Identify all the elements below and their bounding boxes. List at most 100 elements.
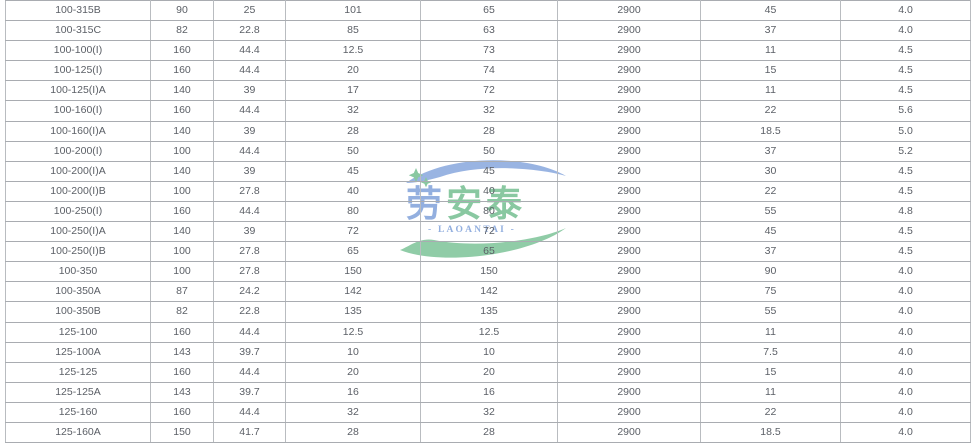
cell-impeller_diameter[interactable]: 160 [150,60,214,82]
cell-speed[interactable]: 2900 [557,301,701,323]
cell-head[interactable]: 101 [285,0,421,22]
cell-model[interactable]: 100-250(I)A [5,221,151,243]
table-row[interactable]: 100-315B 90 25 101 65 2900 45 4.0 [5,0,971,22]
cell-power[interactable]: 11 [700,382,841,403]
cell-impeller_diameter[interactable]: 100 [150,181,214,202]
table-row[interactable]: 125-100A 143 39.7 10 10 2900 7.5 4.0 [5,342,971,363]
cell-npsh[interactable]: 4.0 [840,422,971,443]
cell-impeller_diameter[interactable]: 100 [150,241,214,263]
cell-head[interactable]: 45 [285,161,421,182]
cell-power[interactable]: 11 [700,80,841,102]
table-row[interactable]: 100-250(I)B 100 27.8 65 65 2900 37 4.5 [5,241,971,263]
table-row[interactable]: 100-350 100 27.8 150 150 2900 90 4.0 [5,261,971,283]
cell-model[interactable]: 100-125(I) [5,60,151,82]
table-row[interactable]: 100-125(I) 160 44.4 20 74 2900 15 4.5 [5,60,971,82]
cell-head[interactable]: 150 [285,261,421,283]
cell-head_2[interactable]: 28 [420,121,558,142]
cell-model[interactable]: 125-100A [5,342,151,363]
cell-flow[interactable]: 41.7 [213,422,286,443]
cell-model[interactable]: 100-160(I)A [5,121,151,142]
cell-head_2[interactable]: 50 [420,141,558,162]
cell-impeller_diameter[interactable]: 87 [150,281,214,303]
cell-head[interactable]: 32 [285,402,421,423]
cell-power[interactable]: 18.5 [700,422,841,443]
cell-power[interactable]: 90 [700,261,841,283]
cell-speed[interactable]: 2900 [557,322,701,343]
table-row[interactable]: 100-160(I)A 140 39 28 28 2900 18.5 5.0 [5,121,971,142]
cell-flow[interactable]: 22.8 [213,20,286,42]
cell-head[interactable]: 10 [285,342,421,363]
cell-power[interactable]: 55 [700,201,841,223]
table-row[interactable]: 100-350A 87 24.2 142 142 2900 75 4.0 [5,281,971,303]
cell-power[interactable]: 37 [700,141,841,162]
cell-flow[interactable]: 39 [213,161,286,182]
table-row[interactable]: 100-250(I)A 140 39 72 72 2900 45 4.5 [5,221,971,243]
cell-impeller_diameter[interactable]: 82 [150,301,214,323]
cell-model[interactable]: 100-200(I)B [5,181,151,202]
cell-head_2[interactable]: 135 [420,301,558,323]
cell-impeller_diameter[interactable]: 140 [150,121,214,142]
table-row[interactable]: 100-100(I) 160 44.4 12.5 73 2900 11 4.5 [5,40,971,62]
cell-speed[interactable]: 2900 [557,121,701,142]
cell-head_2[interactable]: 45 [420,161,558,182]
cell-model[interactable]: 100-315C [5,20,151,42]
cell-model[interactable]: 100-100(I) [5,40,151,62]
cell-npsh[interactable]: 4.0 [840,0,971,22]
cell-model[interactable]: 100-350A [5,281,151,303]
cell-flow[interactable]: 27.8 [213,241,286,263]
cell-npsh[interactable]: 4.0 [840,281,971,303]
cell-model[interactable]: 100-200(I)A [5,161,151,182]
cell-speed[interactable]: 2900 [557,141,701,162]
cell-impeller_diameter[interactable]: 160 [150,362,214,383]
cell-head[interactable]: 32 [285,100,421,122]
cell-speed[interactable]: 2900 [557,281,701,303]
cell-power[interactable]: 22 [700,181,841,202]
cell-head[interactable]: 135 [285,301,421,323]
cell-model[interactable]: 125-160A [5,422,151,443]
table-row[interactable]: 125-160A 150 41.7 28 28 2900 18.5 4.0 [5,422,971,443]
cell-impeller_diameter[interactable]: 160 [150,40,214,62]
cell-head[interactable]: 12.5 [285,322,421,343]
cell-npsh[interactable]: 4.0 [840,342,971,363]
cell-power[interactable]: 15 [700,362,841,383]
cell-speed[interactable]: 2900 [557,261,701,283]
cell-head[interactable]: 80 [285,201,421,223]
cell-impeller_diameter[interactable]: 160 [150,322,214,343]
cell-head_2[interactable]: 28 [420,422,558,443]
cell-impeller_diameter[interactable]: 100 [150,261,214,283]
cell-model[interactable]: 100-315B [5,0,151,22]
cell-power[interactable]: 18.5 [700,121,841,142]
cell-flow[interactable]: 44.4 [213,141,286,162]
cell-flow[interactable]: 44.4 [213,322,286,343]
table-row[interactable]: 100-250(I) 160 44.4 80 80 2900 55 4.8 [5,201,971,223]
cell-power[interactable]: 22 [700,100,841,122]
cell-model[interactable]: 125-100 [5,322,151,343]
cell-head_2[interactable]: 32 [420,402,558,423]
cell-power[interactable]: 15 [700,60,841,82]
cell-npsh[interactable]: 5.0 [840,121,971,142]
cell-head[interactable]: 20 [285,60,421,82]
cell-head_2[interactable]: 73 [420,40,558,62]
cell-npsh[interactable]: 4.5 [840,221,971,243]
cell-head_2[interactable]: 72 [420,221,558,243]
cell-head_2[interactable]: 10 [420,342,558,363]
cell-speed[interactable]: 2900 [557,0,701,22]
cell-model[interactable]: 125-125A [5,382,151,403]
table-row[interactable]: 125-125A 143 39.7 16 16 2900 11 4.0 [5,382,971,403]
cell-speed[interactable]: 2900 [557,20,701,42]
cell-head_2[interactable]: 65 [420,241,558,263]
cell-flow[interactable]: 44.4 [213,362,286,383]
table-row[interactable]: 100-125(I)A 140 39 17 72 2900 11 4.5 [5,80,971,102]
table-row[interactable]: 100-200(I)A 140 39 45 45 2900 30 4.5 [5,161,971,182]
cell-head_2[interactable]: 40 [420,181,558,202]
cell-speed[interactable]: 2900 [557,342,701,363]
cell-npsh[interactable]: 4.0 [840,261,971,283]
cell-speed[interactable]: 2900 [557,60,701,82]
cell-speed[interactable]: 2900 [557,362,701,383]
cell-head_2[interactable]: 142 [420,281,558,303]
cell-impeller_diameter[interactable]: 100 [150,141,214,162]
cell-power[interactable]: 11 [700,40,841,62]
table-row[interactable]: 125-100 160 44.4 12.5 12.5 2900 11 4.0 [5,322,971,343]
table-row[interactable]: 100-350B 82 22.8 135 135 2900 55 4.0 [5,301,971,323]
cell-impeller_diameter[interactable]: 90 [150,0,214,22]
